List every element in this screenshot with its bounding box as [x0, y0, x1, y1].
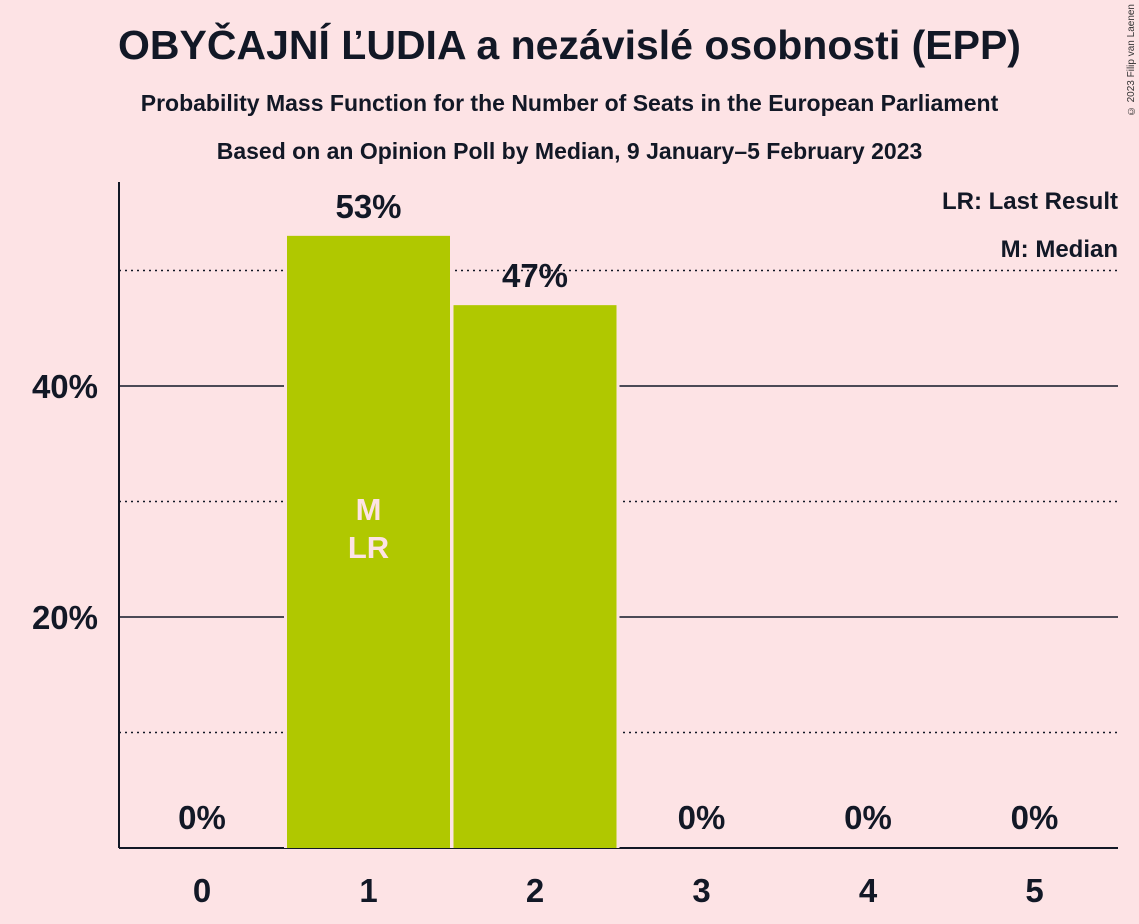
bar-annotation: M	[356, 492, 382, 527]
legend-last-result: LR: Last Result	[942, 188, 1118, 215]
value-label: 0%	[1011, 799, 1059, 836]
bar-seats-1	[287, 235, 450, 849]
x-tick-label: 0	[193, 872, 211, 909]
legend-median: M: Median	[1001, 236, 1118, 263]
chart-source-note: Based on an Opinion Poll by Median, 9 Ja…	[216, 138, 923, 164]
chart-title: OBYČAJNÍ ĽUDIA a nezávislé osobnosti (EP…	[118, 22, 1021, 68]
x-tick-label: 4	[859, 872, 878, 909]
value-label: 0%	[678, 799, 726, 836]
bar-seats-2	[453, 305, 617, 848]
bars	[284, 232, 620, 849]
bar-annotation: LR	[348, 530, 389, 565]
x-tick-label: 2	[526, 872, 544, 909]
x-tick-label: 3	[692, 872, 710, 909]
x-tick-label: 5	[1025, 872, 1043, 909]
value-label: 0%	[178, 799, 226, 836]
y-tick-label: 40%	[32, 368, 98, 405]
y-tick-label: 20%	[32, 599, 98, 636]
x-tick-label: 1	[359, 872, 377, 909]
value-label: 47%	[502, 257, 568, 294]
chart-subtitle: Probability Mass Function for the Number…	[140, 90, 999, 116]
value-label: 53%	[335, 188, 401, 225]
value-label: 0%	[844, 799, 892, 836]
